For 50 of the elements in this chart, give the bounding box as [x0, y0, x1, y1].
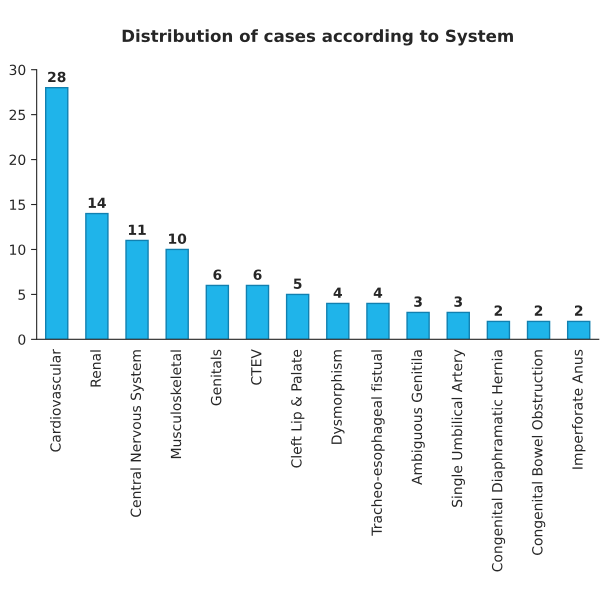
- x-tick-label: Single Umbilical Artery: [452, 349, 465, 507]
- data-label: 28: [48, 72, 66, 82]
- x-tick-label: Congenital Bowel Obstruction: [532, 350, 546, 555]
- y-tick-label: 10: [10, 244, 26, 255]
- bar: [125, 240, 149, 340]
- x-tick-label: Cardiovascular: [50, 349, 61, 452]
- bar: [206, 284, 230, 340]
- bar: [446, 312, 470, 340]
- x-tick-label: Genitals: [210, 350, 222, 406]
- data-label: 5: [294, 278, 302, 289]
- y-tick-label: 30: [10, 64, 26, 76]
- y-tick-label: 15: [10, 200, 26, 210]
- data-label: 6: [213, 269, 222, 280]
- bar: [486, 320, 510, 340]
- x-tick-label: Cleft Lip & Palate: [290, 350, 304, 468]
- y-tick-label: 20: [10, 154, 26, 166]
- y-tick-label: 0: [18, 334, 26, 345]
- bar: [326, 302, 350, 340]
- bar: [566, 320, 590, 340]
- data-label: 11: [128, 224, 146, 235]
- bar: [246, 284, 270, 340]
- bar: [85, 212, 109, 340]
- data-label: 4: [334, 288, 342, 298]
- data-label: 2: [574, 305, 582, 316]
- data-label: 6: [254, 269, 262, 280]
- x-tick-label: CTEV: [251, 349, 262, 385]
- bar: [286, 294, 310, 340]
- x-tick-label: Musculoskeletal: [170, 350, 182, 458]
- x-tick-label: Ambiguous Genitila: [411, 350, 425, 485]
- data-label: 3: [454, 296, 462, 307]
- data-label: 10: [169, 233, 186, 244]
- x-tick-label: Dysmorphism: [331, 350, 345, 444]
- bar: [366, 302, 390, 340]
- x-tick-label: Congenital Diaphramatic Hernia: [492, 350, 506, 572]
- x-tick-label: Renal: [90, 350, 101, 386]
- x-tick-label: Central Nervous System: [130, 350, 144, 517]
- x-tick-label: Imperforate Anus: [572, 350, 586, 469]
- bar: [526, 320, 550, 340]
- data-label: 3: [414, 296, 422, 307]
- data-label: 4: [374, 288, 382, 298]
- bar: [45, 86, 68, 340]
- chart-title: Distribution of cases according to System: [122, 29, 513, 46]
- data-label: 2: [534, 305, 542, 316]
- bar: [165, 248, 189, 340]
- data-label: 14: [88, 198, 106, 208]
- bar: [406, 312, 430, 340]
- x-tick-label: Tracheo-esophageal fistual: [371, 350, 385, 536]
- y-tick-label: 5: [18, 290, 26, 300]
- y-tick-label: 25: [10, 110, 26, 120]
- data-label: 2: [494, 305, 502, 316]
